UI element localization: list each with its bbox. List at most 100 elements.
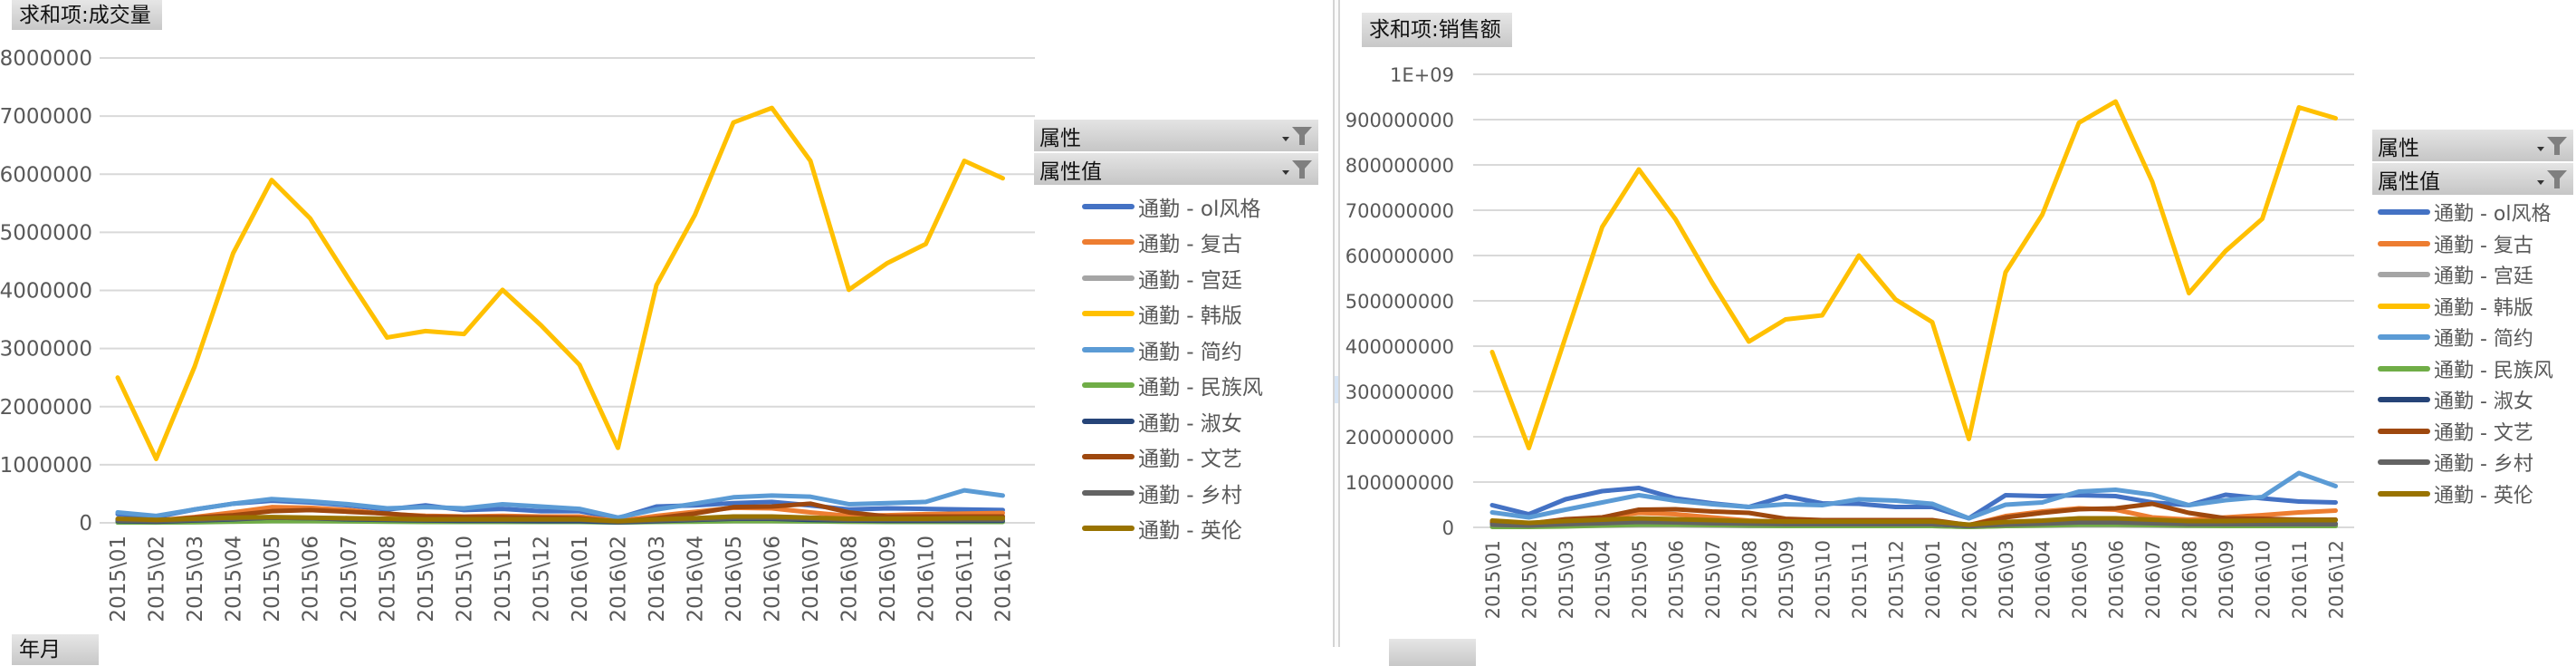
legend-filter-attribute-value[interactable]: 属性值 [1034, 153, 1318, 187]
legend-filter-attribute[interactable]: 属性 [2372, 130, 2573, 163]
legend-line-swatch-icon [1082, 346, 1135, 352]
x-tick-label: 2015\06 [300, 536, 323, 623]
legend-item[interactable]: 通勤 - 复古 [2378, 228, 2573, 260]
axis-field-button[interactable] [1389, 639, 1476, 666]
x-tick-label: 2016\11 [953, 536, 977, 623]
y-tick-label: 200000000 [1345, 427, 1454, 449]
legend-item[interactable]: 通勤 - 乡村 [2378, 447, 2573, 478]
x-tick-label: 2016\01 [569, 536, 592, 623]
x-tick-label: 2016\12 [2326, 540, 2348, 619]
legend-label: 通勤 - ol风格 [1138, 197, 1261, 221]
legend-item[interactable]: 通勤 - 韩版 [1082, 296, 1318, 333]
left-legend: 属性 属性值 通勤 - ol风格 通勤 - 复古 通勤 - 宫廷 通勤 - 韩版 通勤 … [1034, 120, 1318, 546]
x-tick-label: 2015\04 [1593, 540, 1614, 619]
legend-line-swatch-icon [2378, 240, 2430, 246]
legend-item[interactable]: 通勤 - ol风格 [1082, 188, 1318, 225]
x-tick-label: 2015\09 [1776, 540, 1797, 619]
value-field-button[interactable]: 求和项:销售额 [1362, 13, 1512, 47]
legend-item[interactable]: 通勤 - 民族风 [1082, 368, 1318, 404]
legend-line-swatch-icon [2378, 428, 2430, 434]
x-tick-label: 2015\03 [184, 536, 207, 623]
legend-label: 通勤 - 韩版 [2434, 296, 2533, 320]
x-tick-label: 2015\07 [338, 536, 361, 623]
legend-item[interactable]: 通勤 - 民族风 [2378, 353, 2573, 385]
filter-funnel-icon[interactable] [2537, 135, 2568, 157]
legend-label: 通勤 - 民族风 [2434, 359, 2553, 382]
series-line[interactable] [1489, 99, 2338, 450]
x-tick-label: 2015\11 [492, 536, 515, 623]
filter-funnel-icon[interactable] [1282, 159, 1313, 180]
x-tick-label: 2016\02 [1959, 540, 1981, 619]
legend-label: 通勤 - 乡村 [1138, 483, 1242, 507]
y-tick-label: 100000000 [1345, 472, 1454, 494]
series-line[interactable] [1489, 516, 2338, 527]
legend-item[interactable]: 通勤 - 淑女 [2378, 384, 2573, 416]
filter-funnel-icon[interactable] [1282, 125, 1313, 147]
legend-label: 通勤 - 文艺 [2434, 421, 2533, 445]
y-tick-label: 800000000 [1345, 155, 1454, 177]
legend-line-swatch-icon [1082, 239, 1135, 246]
x-tick-label: 2016\06 [2106, 540, 2128, 619]
legend-line-swatch-icon [1082, 418, 1135, 424]
x-tick-label: 2016\10 [915, 536, 939, 623]
axis-field-button[interactable]: 年月 [12, 634, 99, 665]
filter-funnel-icon[interactable] [2537, 169, 2568, 190]
legend-label: 通勤 - ol风格 [2434, 203, 2552, 227]
legend-item[interactable]: 通勤 - 复古 [1082, 225, 1318, 261]
legend-label: 通勤 - 淑女 [1138, 411, 1242, 436]
legend-filter-attribute-value[interactable]: 属性值 [2372, 163, 2573, 197]
y-tick-label: 0 [1442, 517, 1454, 539]
y-tick-label: 0 [79, 512, 92, 536]
x-tick-label: 2015\02 [1519, 540, 1541, 619]
legend-line-swatch-icon [2378, 334, 2430, 341]
value-field-button[interactable]: 求和项:成交量 [12, 0, 162, 30]
x-tick-label: 2015\05 [261, 536, 284, 623]
legend-items: 通勤 - ol风格 通勤 - 复古 通勤 - 宫廷 通勤 - 韩版 通勤 - 简约 通勤 … [2372, 197, 2573, 509]
legend-line-swatch-icon [2378, 209, 2430, 216]
legend-label: 通勤 - 英伦 [1138, 519, 1242, 544]
x-tick-label: 2015\08 [1739, 540, 1761, 619]
x-tick-label: 2016\02 [608, 536, 631, 623]
legend-item[interactable]: 通勤 - 文艺 [2378, 416, 2573, 448]
series-line[interactable] [1489, 519, 2338, 528]
legend-item[interactable]: 通勤 - ol风格 [2378, 197, 2573, 228]
y-tick-label: 6000000 [0, 163, 92, 187]
x-tick-label: 2016\09 [2216, 540, 2237, 619]
legend-item[interactable]: 通勤 - 英伦 [1082, 511, 1318, 547]
series-line[interactable] [115, 105, 1005, 461]
x-tick-label: 2016\10 [2253, 540, 2274, 619]
series-line[interactable] [115, 487, 1005, 520]
legend-line-swatch-icon [1082, 382, 1135, 389]
legend-label: 通勤 - 宫廷 [2434, 265, 2533, 289]
x-tick-label: 2015\01 [1482, 540, 1504, 619]
legend-label: 通勤 - 复古 [1138, 233, 1242, 257]
legend-label: 通勤 - 淑女 [2434, 391, 2533, 414]
legend-item[interactable]: 通勤 - 韩版 [2378, 291, 2573, 323]
x-tick-label: 2015\01 [107, 536, 130, 623]
x-tick-label: 2015\04 [223, 536, 246, 623]
legend-line-swatch-icon [2378, 397, 2430, 403]
right-pivot-chart: 求和项:销售额 0 100000000 200000000 300000000 4000… [1340, 0, 2576, 666]
x-tick-label: 2016\01 [1922, 540, 1944, 619]
legend-label: 通勤 - 韩版 [1138, 304, 1242, 329]
legend-line-swatch-icon [2378, 303, 2430, 309]
y-tick-label: 2000000 [0, 396, 92, 420]
legend-filter-attribute[interactable]: 属性 [1034, 120, 1318, 153]
legend-item[interactable]: 通勤 - 乡村 [1082, 475, 1318, 511]
legend-item[interactable]: 通勤 - 英伦 [2378, 478, 2573, 510]
y-tick-label: 1E+09 [1390, 64, 1454, 86]
legend-item[interactable]: 通勤 - 宫廷 [1082, 260, 1318, 296]
series-line[interactable] [115, 514, 1005, 524]
legend-item[interactable]: 通勤 - 淑女 [1082, 403, 1318, 439]
legend-line-swatch-icon [1082, 526, 1135, 532]
x-tick-label: 2015\06 [1666, 540, 1688, 619]
filter-label: 属性 [1039, 126, 1081, 150]
series-line[interactable] [1489, 470, 2338, 521]
legend-item[interactable]: 通勤 - 简约 [2378, 322, 2573, 353]
legend-line-swatch-icon [2378, 365, 2430, 372]
legend-item[interactable]: 通勤 - 文艺 [1082, 439, 1318, 476]
legend-item[interactable]: 通勤 - 宫廷 [2378, 259, 2573, 291]
y-tick-label: 1000000 [0, 454, 92, 478]
legend-label: 通勤 - 民族风 [1138, 376, 1263, 401]
legend-item[interactable]: 通勤 - 简约 [1082, 332, 1318, 368]
